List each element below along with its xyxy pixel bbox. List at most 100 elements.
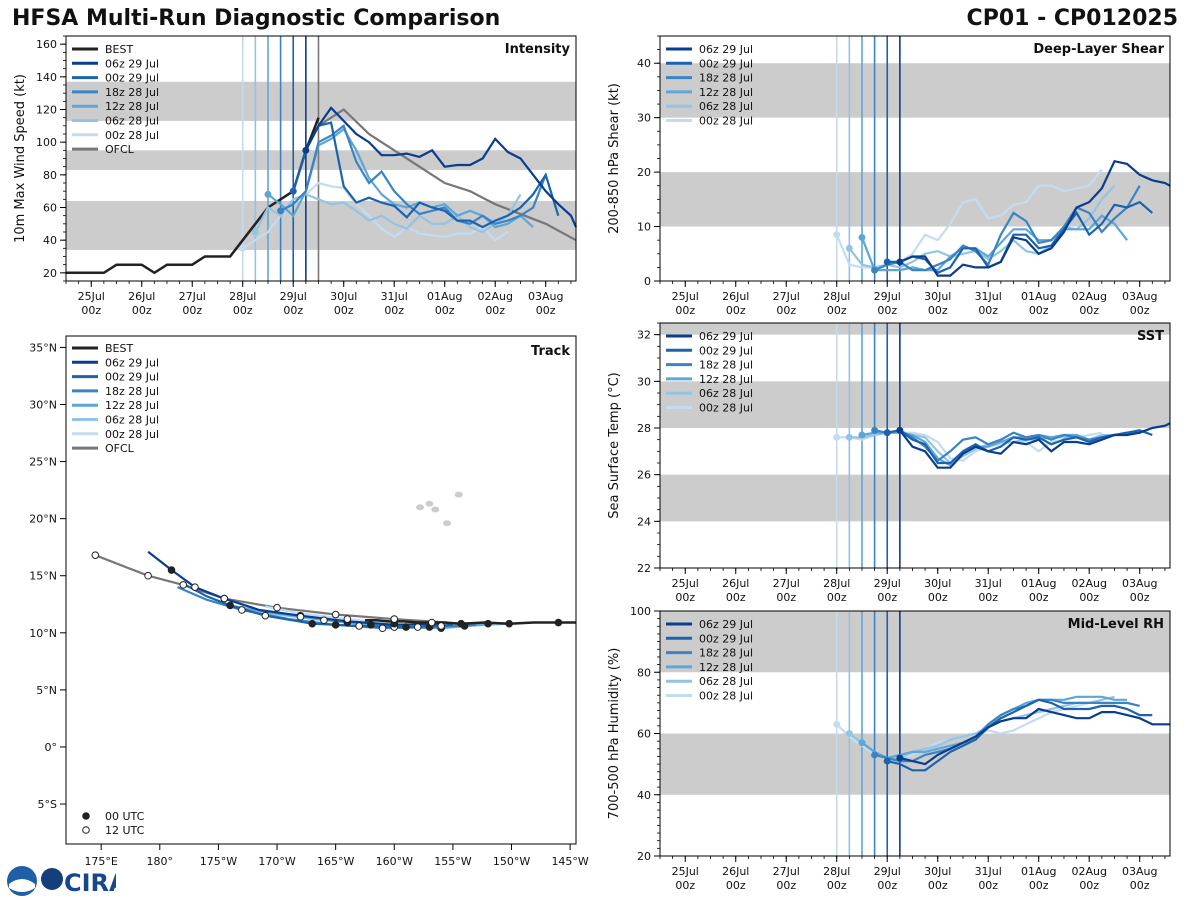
legend-label: 00z 29 Jul xyxy=(699,632,753,645)
shaded-band xyxy=(660,172,1170,227)
legend-label: 00z 28 Jul xyxy=(699,402,753,415)
ofcl-position-marker xyxy=(390,615,399,623)
series-start-marker xyxy=(871,751,879,759)
x-tick-label-hour: 00z xyxy=(877,879,897,892)
legend-label: BEST xyxy=(105,342,133,355)
y-tick-label: 20 xyxy=(637,850,651,863)
series-line xyxy=(899,422,1171,469)
track-position-marker xyxy=(261,611,270,620)
legend-label: 18z 28 Jul xyxy=(699,647,753,660)
series-start-marker xyxy=(264,190,272,198)
legend-marker-12utc xyxy=(82,826,90,834)
x-tick-label-day: 25Jul xyxy=(78,290,105,303)
series-start-marker xyxy=(845,730,853,737)
x-tick-label: 175°E xyxy=(84,855,117,868)
legend-label: 00z 29 Jul xyxy=(105,72,159,85)
y-tick-label: 10 xyxy=(637,221,651,234)
x-tick-label-hour: 00z xyxy=(776,879,796,892)
chart-title: Deep-Layer Shear xyxy=(1033,42,1164,57)
y-axis-label: 10m Max Wind Speed (kt) xyxy=(13,74,28,243)
x-tick-label-day: 01Aug xyxy=(1021,865,1056,878)
x-tick-label-day: 30Jul xyxy=(330,290,357,303)
x-tick-label-day: 28Jul xyxy=(823,865,850,878)
y-tick-label: 80 xyxy=(43,169,57,182)
track-position-marker xyxy=(167,566,176,574)
legend-label: 00z 28 Jul xyxy=(699,115,753,128)
series-start-marker xyxy=(239,244,247,252)
y-tick-label: 100 xyxy=(36,136,57,149)
x-tick-label-day: 28Jul xyxy=(823,577,850,590)
x-tick-label-hour: 00z xyxy=(675,879,695,892)
x-tick-label-day: 02Aug xyxy=(477,290,512,303)
x-tick-label-day: 02Aug xyxy=(1071,865,1106,878)
y-tick-label: 5°N xyxy=(36,684,57,697)
x-tick-label-day: 01Aug xyxy=(1021,577,1056,590)
legend-label: 12z 28 Jul xyxy=(699,86,753,99)
plot-frame xyxy=(65,335,577,845)
x-tick-label-day: 30Jul xyxy=(924,865,951,878)
x-tick-label-day: 27Jul xyxy=(773,865,800,878)
x-tick-label-hour: 00z xyxy=(827,879,847,892)
legend-label: 18z 28 Jul xyxy=(105,86,159,99)
x-tick-label-hour: 00z xyxy=(1079,304,1099,317)
y-tick-label: 60 xyxy=(43,202,57,215)
sst-chart: 25Jul00z26Jul00z27Jul00z28Jul00z29Jul00z… xyxy=(607,322,1171,604)
x-tick-label-day: 31Jul xyxy=(381,290,408,303)
x-tick-label-day: 28Jul xyxy=(823,290,850,303)
legend-label: 06z 29 Jul xyxy=(699,618,753,631)
track-position-marker xyxy=(484,619,492,628)
x-tick-label: 160°W xyxy=(376,855,413,868)
x-tick-label-hour: 00z xyxy=(726,304,746,317)
x-tick-label-hour: 00z xyxy=(81,304,101,317)
y-tick-label: 25°N xyxy=(29,456,57,469)
plot-frame xyxy=(659,35,1171,282)
y-tick-label: 100 xyxy=(630,605,651,618)
x-tick-label-hour: 00z xyxy=(182,304,202,317)
track-position-marker xyxy=(296,613,305,621)
best-position-marker xyxy=(505,619,513,628)
series-start-marker xyxy=(858,739,866,747)
series-line xyxy=(899,159,1171,277)
x-tick-label: 155°W xyxy=(434,855,471,868)
x-tick-label-hour: 00z xyxy=(978,879,998,892)
track-position-marker xyxy=(191,583,199,591)
intensity-chart: 25Jul00z26Jul00z27Jul00z28Jul00z29Jul00z… xyxy=(13,35,578,317)
series-start-marker xyxy=(858,431,866,439)
legend-label: 06z 28 Jul xyxy=(699,100,753,113)
x-tick-label-day: 26Jul xyxy=(722,577,749,590)
legend-label: 06z 29 Jul xyxy=(105,57,159,70)
track-position-marker xyxy=(413,623,422,631)
best-position-marker xyxy=(457,619,465,628)
x-tick-label-hour: 00z xyxy=(233,304,253,317)
plot-frame xyxy=(659,610,1171,857)
ofcl-position-marker xyxy=(144,571,152,580)
series-line xyxy=(292,121,560,229)
x-tick-label-hour: 00z xyxy=(1130,304,1150,317)
legend-label: 12z 28 Jul xyxy=(699,373,753,386)
y-tick-label: 20 xyxy=(637,166,651,179)
track-position-marker xyxy=(320,616,328,625)
legend-label: 06z 28 Jul xyxy=(699,387,753,400)
storm-id: CP01 - CP012025 xyxy=(966,6,1178,31)
x-tick-label-hour: 00z xyxy=(827,591,847,604)
x-tick-label-day: 01Aug xyxy=(1021,290,1056,303)
series-start-marker xyxy=(883,258,891,266)
x-tick-label-hour: 00z xyxy=(675,304,695,317)
plot-frame xyxy=(659,322,1171,569)
x-tick-label-day: 26Jul xyxy=(128,290,155,303)
y-tick-label: 26 xyxy=(637,469,651,482)
legend-label: 06z 29 Jul xyxy=(699,330,753,343)
y-tick-label: 32 xyxy=(637,329,651,342)
ofcl-track-line xyxy=(94,554,448,624)
x-tick-label-hour: 00z xyxy=(283,304,303,317)
series-start-marker xyxy=(883,757,891,765)
y-axis-label: 700-500 hPa Humidity (%) xyxy=(607,648,622,820)
x-tick-label-day: 31Jul xyxy=(975,865,1002,878)
legend-marker-00utc xyxy=(82,812,90,820)
x-tick-label-hour: 00z xyxy=(675,591,695,604)
track-position-marker xyxy=(226,601,234,610)
shaded-band xyxy=(660,474,1170,522)
track-map: 175°E 180° 175°W 170°W 165°W 160°W 155°W 150°W 1… xyxy=(29,335,589,868)
x-tick-label-day: 26Jul xyxy=(722,865,749,878)
x-tick-label-day: 29Jul xyxy=(874,290,901,303)
